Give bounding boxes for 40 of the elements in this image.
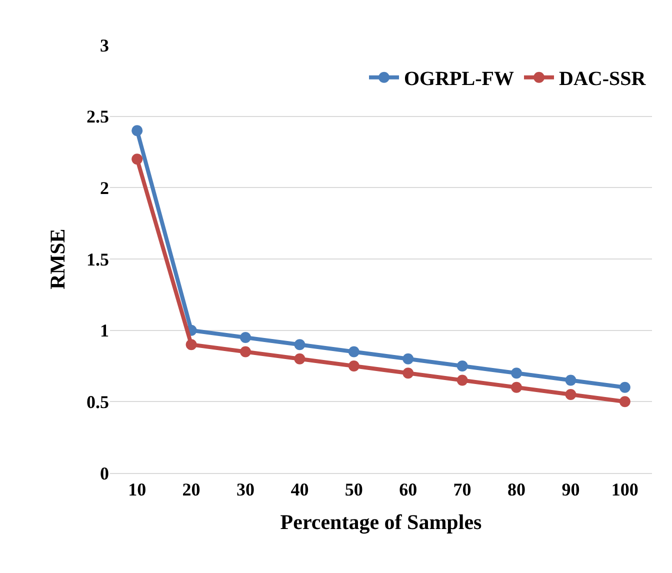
x-tick-label: 80	[508, 480, 526, 500]
point	[132, 125, 143, 136]
point	[348, 346, 360, 358]
point	[240, 346, 251, 358]
x-tick-label: 100	[611, 480, 638, 500]
x-tick-label: 20	[182, 480, 200, 500]
y-tick-label: 2.5	[86, 106, 109, 127]
point	[240, 332, 251, 343]
y-axis-title: RMSE	[46, 228, 70, 290]
x-tick-label: 30	[236, 480, 254, 500]
point	[619, 382, 630, 393]
x-tick-label: 60	[399, 480, 418, 500]
x-tick-label: 50	[344, 480, 363, 500]
legend-label: DAC-SSR	[559, 68, 646, 90]
point	[132, 154, 143, 165]
y-tick-label: 3	[100, 35, 109, 56]
x-axis-title: Percentage of Samples	[280, 510, 482, 534]
x-tick-label: 10	[128, 480, 146, 500]
point	[402, 368, 414, 379]
x-tick-label: 90	[562, 480, 580, 500]
y-tick-label: 2	[100, 178, 109, 198]
point	[456, 374, 468, 386]
point	[294, 353, 306, 364]
point	[565, 389, 576, 400]
point	[294, 339, 306, 350]
point	[456, 360, 468, 372]
legend-label: OGRPL-FW	[404, 68, 514, 90]
point	[186, 339, 197, 350]
y-tick-label: 1	[100, 320, 109, 341]
point	[402, 353, 414, 364]
point	[619, 396, 630, 408]
point	[511, 382, 522, 393]
y-tick-label: 1.5	[86, 249, 109, 270]
x-tick-label: 40	[290, 480, 309, 500]
point	[348, 360, 360, 372]
x-tick-label: 70	[453, 480, 472, 500]
point	[511, 368, 522, 379]
y-tick-label: 0	[100, 463, 109, 484]
point	[565, 374, 576, 386]
y-tick-label: 0.5	[86, 392, 109, 412]
